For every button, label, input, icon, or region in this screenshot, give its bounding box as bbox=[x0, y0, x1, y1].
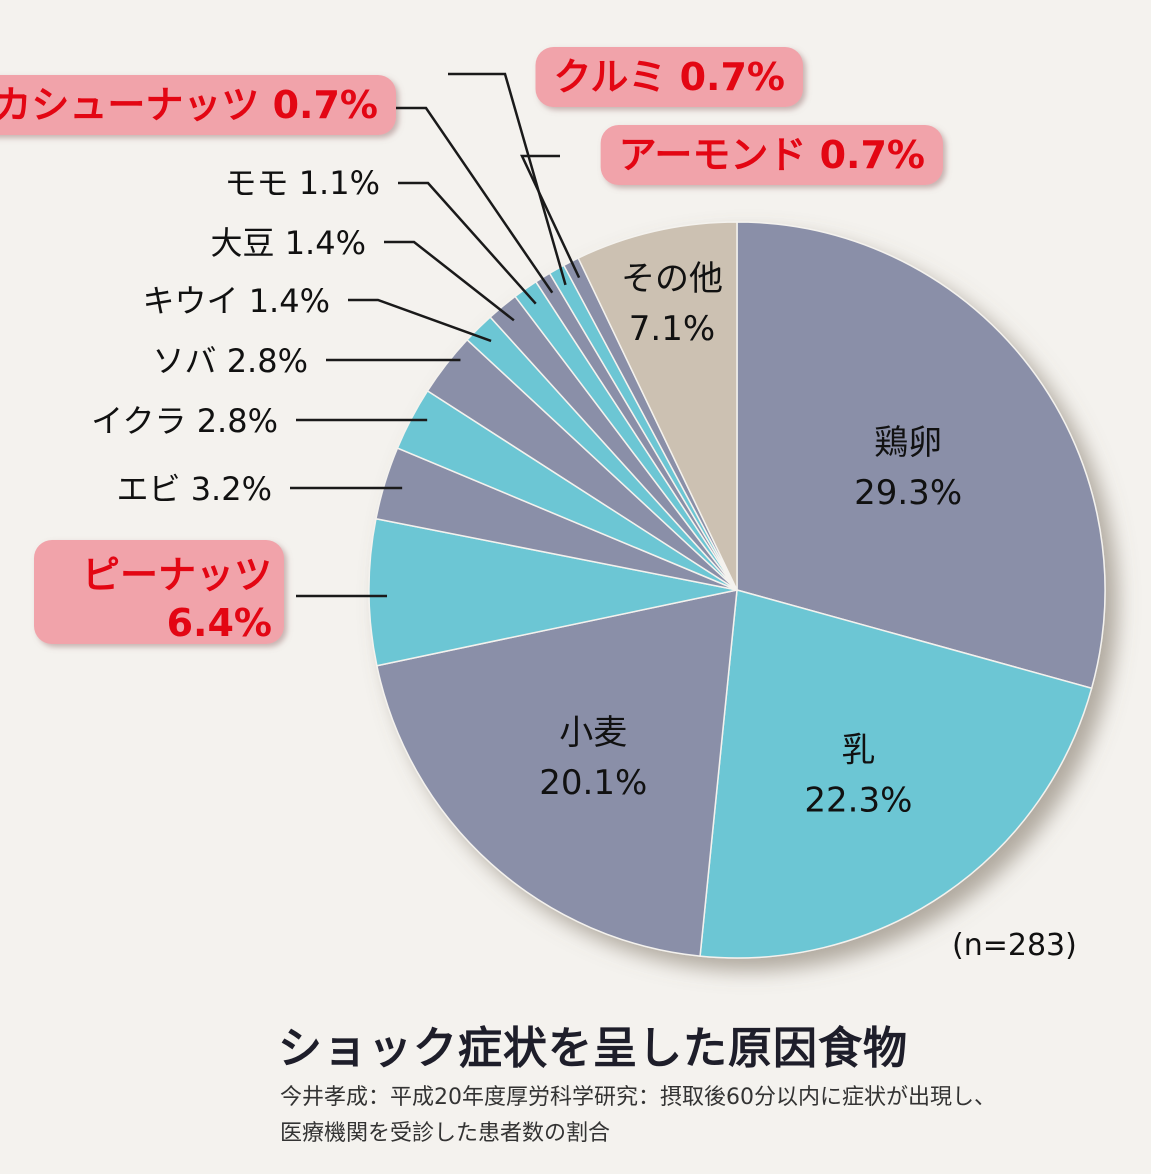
slice-name-label-3: ピーナッツ bbox=[82, 553, 272, 597]
pie-slice-1 bbox=[699, 589, 1093, 959]
highlight-box-3 bbox=[34, 540, 284, 644]
highlight-box-12 bbox=[600, 125, 943, 185]
leader-line-12 bbox=[520, 154, 581, 279]
source-line-2: 医療機関を受診した患者数の割合 bbox=[280, 1121, 611, 1146]
pie-slice-13 bbox=[577, 221, 738, 591]
highlight-box-10 bbox=[0, 75, 396, 135]
leader-line-11 bbox=[448, 72, 567, 286]
slice-value-label-3: 6.4% bbox=[167, 601, 272, 645]
slice-label-6: ソバ 2.8% bbox=[153, 342, 308, 380]
leader-line-7 bbox=[348, 298, 492, 343]
slice-label-4: エビ 3.2% bbox=[117, 470, 272, 508]
slice-name-label-1: 乳 bbox=[841, 730, 875, 770]
pie-slice-0 bbox=[736, 221, 1106, 690]
slice-value-label-13: 7.1% bbox=[629, 309, 715, 349]
slice-label-10: カシューナッツ 0.7% bbox=[0, 83, 378, 127]
leader-line-8 bbox=[384, 240, 515, 322]
slice-name-label-0: 鶏卵 bbox=[874, 423, 942, 463]
slice-label-11: クルミ 0.7% bbox=[554, 55, 785, 99]
slice-label-5: イクラ 2.8% bbox=[91, 402, 278, 440]
leader-line-9 bbox=[398, 181, 537, 305]
slice-name-label-13: その他 bbox=[621, 259, 723, 299]
slice-value-label-0: 29.3% bbox=[854, 473, 962, 513]
sample-size-label: (n=283) bbox=[952, 928, 1077, 963]
slice-name-label-2: 小麦 bbox=[559, 713, 627, 753]
pie-slice-2 bbox=[375, 589, 738, 957]
source-note: 今井孝成：平成20年度厚労科学研究：摂取後60分以内に症状が出現し、 医療機関を… bbox=[280, 1080, 996, 1152]
slice-label-12: アーモンド 0.7% bbox=[619, 133, 925, 177]
slice-value-label-1: 22.3% bbox=[804, 780, 912, 820]
slice-value-label-2: 20.1% bbox=[539, 763, 647, 803]
slice-label-7: キウイ 1.4% bbox=[143, 282, 330, 320]
slice-label-9: モモ 1.1% bbox=[225, 164, 380, 202]
source-line-1: 今井孝成：平成20年度厚労科学研究：摂取後60分以内に症状が出現し、 bbox=[280, 1085, 996, 1110]
slice-label-8: 大豆 1.4% bbox=[211, 224, 366, 262]
chart-title: ショック症状を呈した原因食物 bbox=[278, 1023, 908, 1074]
leader-line-10 bbox=[396, 106, 554, 294]
pie-slice-3 bbox=[368, 517, 738, 667]
highlight-box-11 bbox=[535, 47, 803, 107]
